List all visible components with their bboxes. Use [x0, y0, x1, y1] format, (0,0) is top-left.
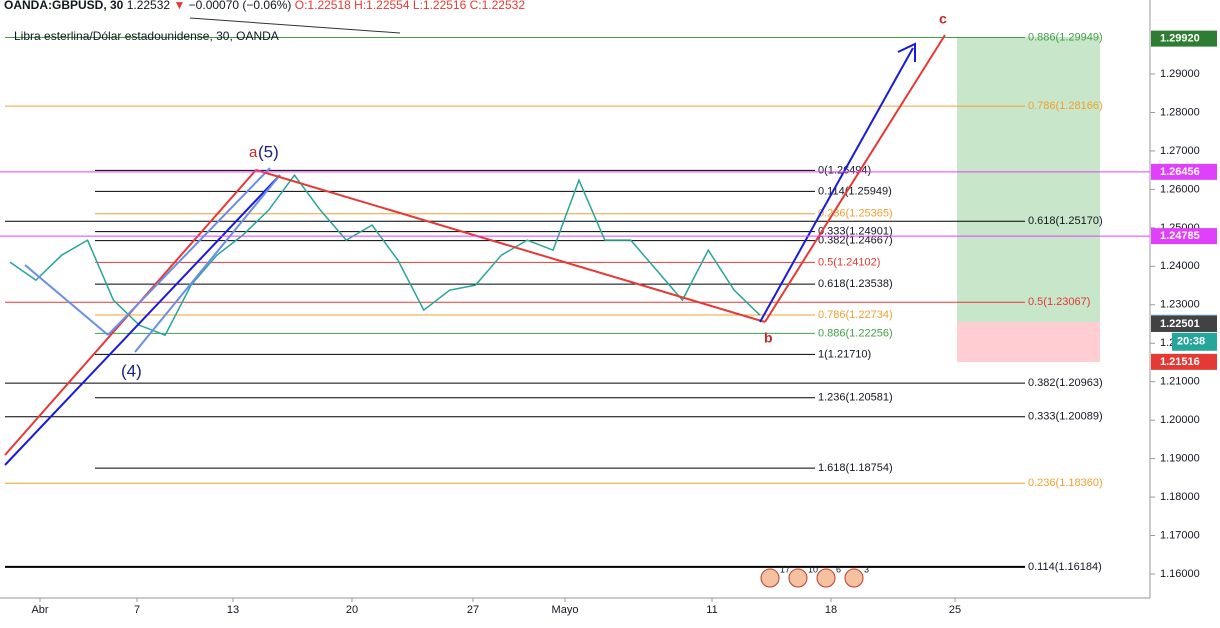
- event-icon: [760, 568, 780, 588]
- trend-line: [24, 264, 109, 336]
- price-tag-label: 1.24785: [1160, 230, 1200, 242]
- price-tick-label: 1.23000: [1160, 299, 1200, 311]
- price-tick-label: 1.18000: [1160, 491, 1200, 503]
- price-path: [9, 173, 761, 337]
- price-tick-label: 1.20000: [1160, 414, 1200, 426]
- fib-label: 1.618(1.18754): [818, 462, 893, 474]
- price-tick-label: 1.26000: [1160, 183, 1200, 195]
- wave-label: a: [249, 144, 258, 161]
- fib-label: 0.333(1.24901): [818, 226, 893, 238]
- event-count: 3: [864, 564, 869, 574]
- price-tick-label: 1.17000: [1160, 529, 1200, 541]
- date-label: 20: [346, 604, 358, 616]
- fib-label: 0.618(1.23538): [818, 278, 893, 290]
- header: OANDA:GBPUSD, 30 1.22532 ▼ −0.00070 (−0.…: [4, 0, 525, 12]
- price-tick-label: 1.24000: [1160, 260, 1200, 272]
- price-tag-label: 1.22501: [1160, 318, 1200, 330]
- price-tick-label: 1.16000: [1160, 568, 1200, 580]
- date-label: 27: [467, 604, 479, 616]
- price-tag: [1151, 30, 1217, 47]
- fib-label: 0.886(1.29949): [1028, 31, 1103, 43]
- date-label: 18: [825, 604, 837, 616]
- date-label: Mayo: [552, 604, 579, 616]
- fib-label: 0.333(1.20089): [1028, 411, 1103, 423]
- ohlc: L:1.22516: [413, 0, 467, 12]
- fib-label: 0.382(1.20963): [1028, 377, 1103, 389]
- price-tick-label: 1.27000: [1160, 145, 1200, 157]
- wave-label: (4): [121, 361, 142, 380]
- arrow-head: [897, 42, 916, 62]
- event-count: 6: [836, 564, 841, 574]
- symbol: OANDA:GBPUSD, 30: [4, 0, 124, 12]
- countdown-tag: [1172, 332, 1217, 351]
- fib-label: 0.236(1.18360): [1028, 477, 1103, 489]
- legend-title: Libra esterlina/Dólar estadounidense, 30…: [14, 29, 279, 43]
- price-tick-label: 1.19000: [1160, 453, 1200, 465]
- fib-label: 1(1.21710): [818, 348, 871, 360]
- price-tag: [1151, 163, 1217, 180]
- price-tag-label: 1.26456: [1160, 166, 1200, 178]
- price-tick-label: 1.21000: [1160, 376, 1200, 388]
- event-count: 17: [780, 564, 790, 574]
- date-label: 25: [949, 604, 961, 616]
- wave-label: b: [764, 330, 773, 346]
- wave-label: c: [939, 11, 947, 27]
- ohlc: O:1.22518: [295, 0, 351, 12]
- price-tag-label: 1.21516: [1160, 356, 1200, 368]
- fib-label: 0.886(1.22256): [818, 327, 893, 339]
- fib-label: 0.114(1.16184): [1028, 561, 1102, 573]
- date-label: Abr: [31, 604, 48, 616]
- date-label: 11: [706, 604, 717, 616]
- ohlc: C:1.22532: [470, 0, 526, 12]
- trend-line: [107, 167, 271, 336]
- trend-line: [759, 47, 914, 323]
- price-tag: [1151, 353, 1217, 370]
- target-zone: [957, 37, 1100, 322]
- fib-label: 1.236(1.20581): [818, 392, 893, 404]
- price-tag: [1151, 315, 1217, 332]
- arrow: ▼: [173, 0, 185, 12]
- trend-lines: [4, 17, 946, 466]
- event-icon: [788, 568, 808, 588]
- date-label: 13: [227, 604, 239, 616]
- trend-line: [134, 174, 281, 353]
- trend-line: [764, 34, 946, 323]
- fib-label: 0.786(1.28166): [1028, 100, 1103, 112]
- fib-label: 0.618(1.25170): [1028, 215, 1103, 227]
- trend-line: [255, 169, 766, 323]
- fib-label: 0.5(1.23067): [1028, 296, 1090, 308]
- event-icon: [844, 568, 864, 588]
- stop-zone: [957, 322, 1100, 362]
- countdown: 20:38: [1177, 336, 1205, 348]
- fib-label: 0.114(1.25949): [818, 185, 892, 197]
- price-tick-label: 1.29000: [1160, 68, 1200, 80]
- quote: 1.22532: [127, 0, 171, 12]
- wave-label: (5): [258, 142, 279, 161]
- fib-label: 0.786(1.22734): [818, 309, 893, 321]
- price-tag-label: 1.29920: [1160, 33, 1200, 45]
- date-label: 7: [134, 604, 140, 616]
- event-icon: [816, 568, 836, 588]
- trend-line: [4, 174, 281, 466]
- ohlc: H:1.22554: [354, 0, 410, 12]
- price-tick-label: 1.28000: [1160, 106, 1200, 118]
- event-count: 10: [808, 564, 818, 574]
- change: −0.00070 (−0.06%): [189, 0, 292, 12]
- trend-line: [189, 17, 401, 34]
- fib-label: 0.5(1.24102): [818, 256, 880, 268]
- fib-label: 0.236(1.25365): [818, 208, 893, 220]
- fib-label: 0.382(1.24667): [818, 235, 893, 247]
- price-tag: [1151, 228, 1217, 245]
